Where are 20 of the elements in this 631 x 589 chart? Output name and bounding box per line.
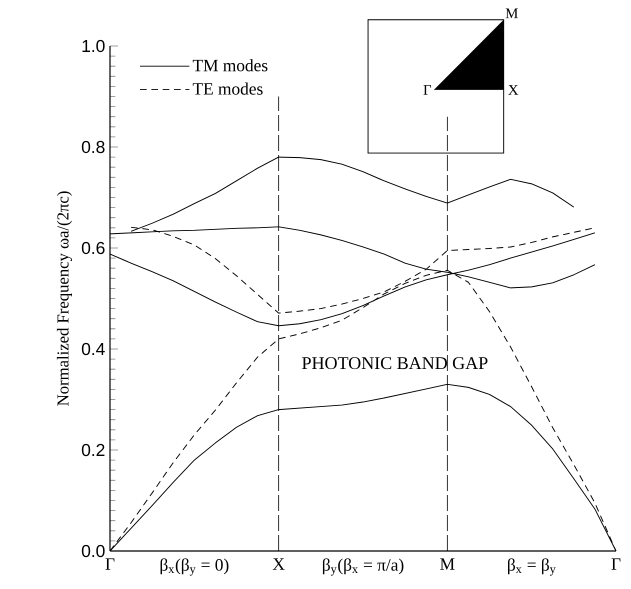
x-tick-label: β$_{x}$(β$_{y}$ = 0)	[160, 558, 228, 576]
y-tick-label: 1.0	[82, 40, 105, 52]
x-tick-label: Γ	[611, 558, 620, 570]
x-tick-label: X	[272, 558, 285, 570]
y-axis-title: Normalized Frequency ωa/(2πc)	[56, 191, 72, 406]
y-tick-label: 0.0	[82, 544, 105, 558]
annotation: X	[508, 85, 518, 95]
x-tick-label: M	[440, 558, 455, 570]
x-tick-label: β$_{x}$ = β$_{y}$	[508, 558, 556, 576]
x-tick-label: β$_{y}$(β$_{x}$ = π/a)	[322, 558, 404, 576]
y-tick-label: 0.6	[82, 242, 105, 254]
y-tick-label: 0.8	[82, 140, 105, 154]
legend-label: TE modes	[192, 82, 263, 95]
legend-label: TM modes	[192, 59, 268, 72]
text: M	[506, 8, 518, 18]
annotation: Γ	[424, 85, 432, 95]
y-tick-label: 0.2	[82, 444, 104, 456]
annotation: PHOTONIC BAND GAP	[302, 357, 488, 370]
x-tick-label: Γ	[105, 558, 114, 570]
y-tick-label: 0.4	[82, 342, 105, 356]
